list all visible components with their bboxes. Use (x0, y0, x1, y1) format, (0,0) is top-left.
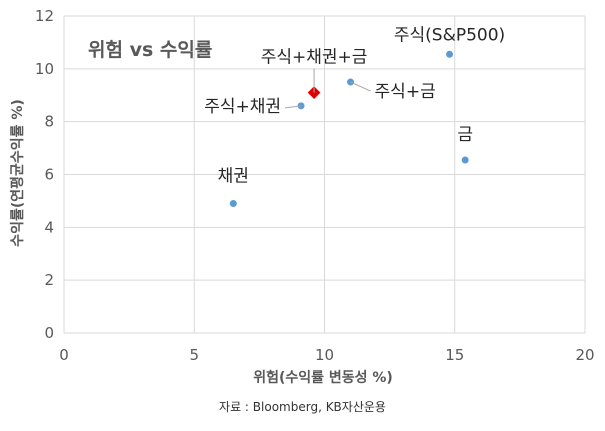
y-tick-label: 10 (35, 60, 54, 78)
leader-line (350, 81, 371, 92)
x-axis-ticks: 0 5 10 15 20 (59, 346, 594, 364)
data-label: 주식+금 (375, 82, 436, 102)
x-tick-label: 10 (315, 346, 334, 364)
y-tick-label: 2 (44, 271, 54, 289)
data-label: 주식+채권 (204, 97, 281, 117)
x-tick-label: 0 (59, 346, 69, 364)
data-point (229, 200, 237, 208)
data-labels: 채권 주식+채권 주식+채권+금주식+금 주식(S&P500) 금 (204, 25, 505, 186)
data-point (446, 50, 454, 58)
chart-title: 위험 vs 수익률 (88, 39, 212, 61)
y-axis-ticks: 0 2 4 6 8 10 12 (35, 7, 54, 342)
grid (63, 15, 586, 334)
y-axis-title: 수익률(연평균수익률 %) (9, 99, 26, 247)
y-tick-label: 0 (44, 324, 54, 342)
data-label: 채권 (218, 167, 249, 187)
x-tick-label: 5 (189, 346, 199, 364)
data-points (229, 50, 469, 208)
data-point (461, 156, 469, 164)
source-note: 자료 : Bloomberg, KB자산운용 (219, 400, 386, 414)
y-tick-label: 8 (44, 113, 54, 131)
leader-line (284, 105, 302, 109)
data-label: 주식+채권+금 (261, 48, 368, 68)
data-label: 금 (457, 125, 473, 145)
x-tick-label: 20 (575, 346, 594, 364)
data-label: 주식(S&P500) (394, 25, 505, 45)
y-tick-label: 6 (44, 166, 54, 184)
x-axis-title: 위험(수익률 변동성 %) (253, 369, 393, 386)
x-tick-label: 15 (445, 346, 464, 364)
y-tick-label: 4 (44, 218, 54, 236)
y-tick-label: 12 (35, 7, 54, 25)
